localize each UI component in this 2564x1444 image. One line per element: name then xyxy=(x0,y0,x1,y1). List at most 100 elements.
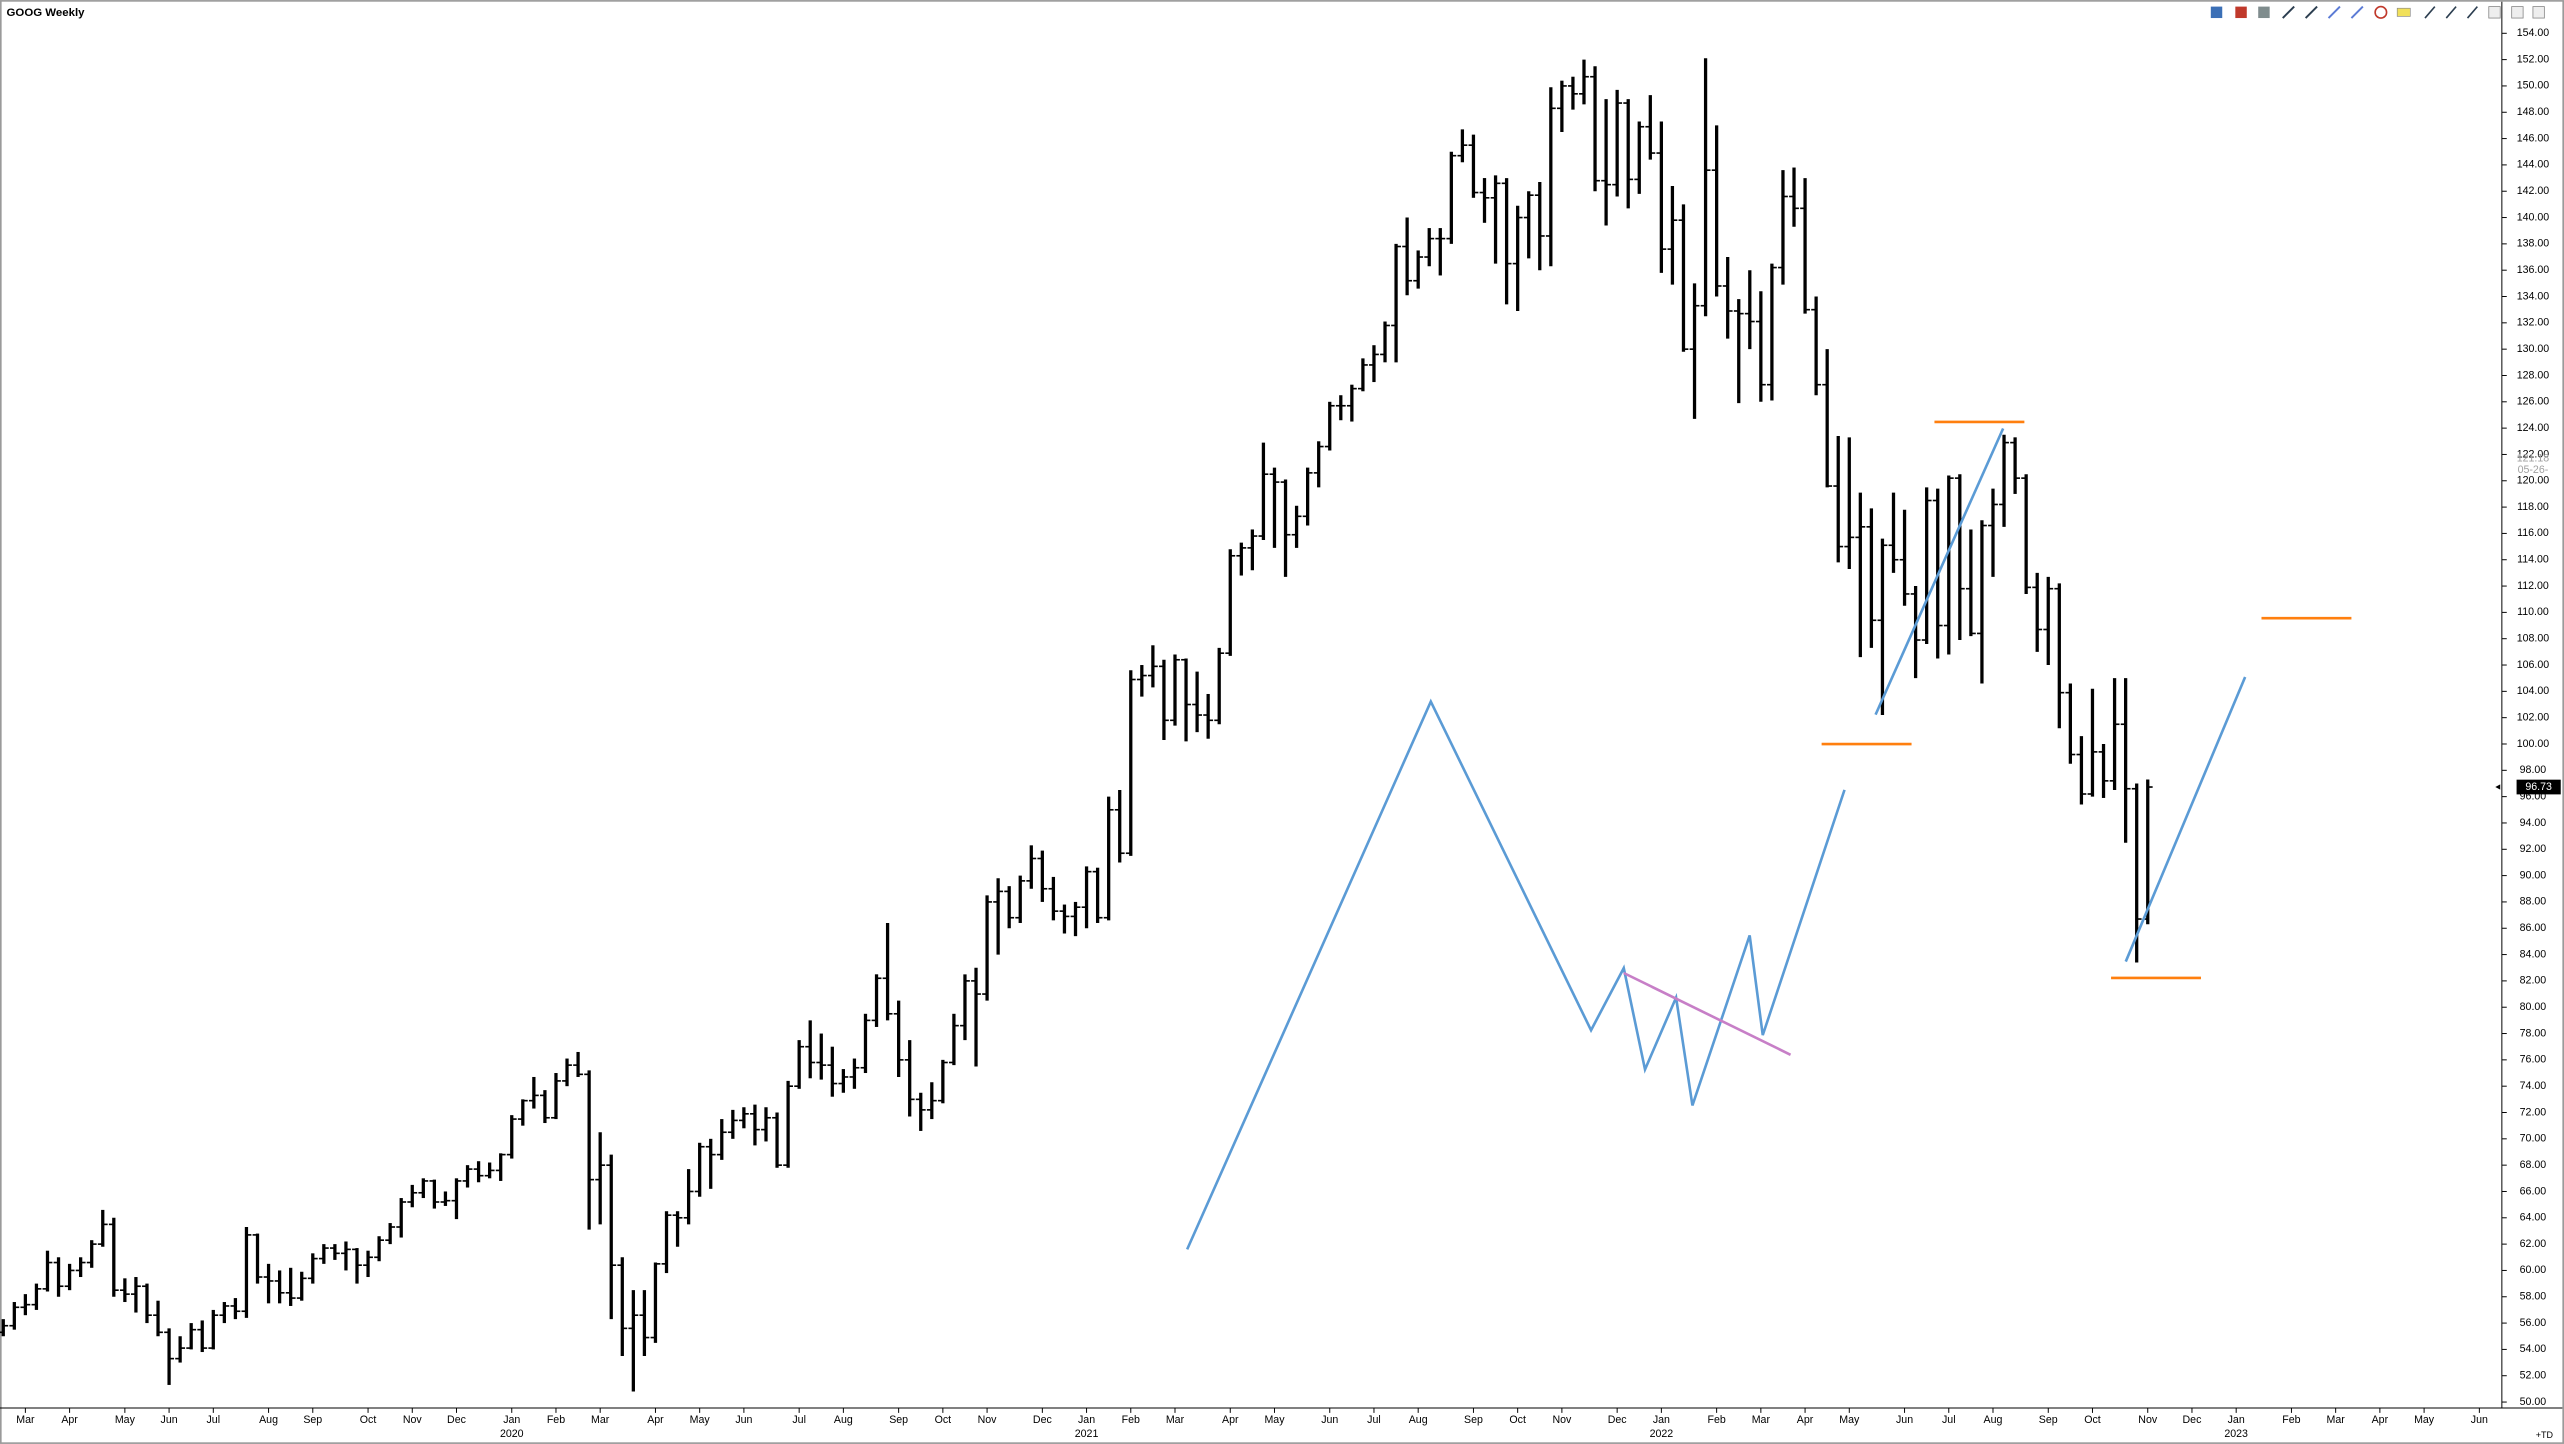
x-tick-label: Jul xyxy=(792,1414,806,1426)
y-tick-label: 130.00 xyxy=(2517,343,2550,355)
marker-price: 121.18 xyxy=(2517,453,2550,465)
y-tick-label: 108.00 xyxy=(2517,633,2550,645)
year-label: 2020 xyxy=(500,1428,524,1440)
y-tick-label: 72.00 xyxy=(2520,1106,2547,1118)
x-tick-label: May xyxy=(1839,1414,1860,1426)
x-tick-label: Nov xyxy=(978,1414,998,1426)
toolbar-icon[interactable] xyxy=(2466,6,2478,19)
x-tick-label: May xyxy=(690,1414,711,1426)
y-tick-label: 76.00 xyxy=(2520,1054,2547,1066)
x-tick-label: Dec xyxy=(447,1414,467,1426)
toolbar-icon[interactable] xyxy=(2424,6,2436,19)
x-tick-label: Jun xyxy=(1896,1414,1913,1426)
x-tick-label: Jun xyxy=(735,1414,752,1426)
x-tick-label: Jan xyxy=(2228,1414,2245,1426)
y-tick-label: 118.00 xyxy=(2517,501,2549,513)
toolbar-icon[interactable] xyxy=(2445,6,2457,19)
last-price-box xyxy=(2516,779,2561,795)
x-tick-label: Jun xyxy=(161,1414,178,1426)
toolbar-icon[interactable] xyxy=(2327,5,2341,19)
y-tick-label: 98.00 xyxy=(2520,764,2547,776)
x-tick-label: Oct xyxy=(1509,1414,1526,1426)
toolbar-icon[interactable] xyxy=(2258,6,2270,19)
price-bars xyxy=(0,58,2153,1392)
year-label: 2023 xyxy=(2224,1428,2248,1440)
x-tick-label: Oct xyxy=(360,1414,377,1426)
toolbar-icon[interactable] xyxy=(2532,6,2545,19)
y-tick-label: 114.00 xyxy=(2517,554,2549,566)
y-tick-label: 144.00 xyxy=(2517,159,2550,171)
x-tick-label: Aug xyxy=(1984,1414,2003,1426)
x-tick-label: Aug xyxy=(1409,1414,1428,1426)
y-tick-label: 116.00 xyxy=(2517,527,2549,539)
trend-drawing xyxy=(1874,427,2005,716)
toolbar-icon[interactable] xyxy=(2511,6,2524,19)
x-tick-label: Apr xyxy=(647,1414,664,1426)
y-tick-label: 78.00 xyxy=(2520,1027,2547,1039)
x-tick-label: Sep xyxy=(1464,1414,1483,1426)
x-tick-label: Feb xyxy=(547,1414,565,1426)
toolbar-icon[interactable] xyxy=(2235,6,2247,19)
x-tick-label: Jun xyxy=(2471,1414,2488,1426)
x-tick-label: Sep xyxy=(2039,1414,2058,1426)
y-tick-label: 132.00 xyxy=(2517,317,2550,329)
x-tick-label: Jul xyxy=(1942,1414,1956,1426)
y-tick-label: 56.00 xyxy=(2520,1317,2547,1329)
y-tick-label: 88.00 xyxy=(2520,896,2547,908)
x-tick-label: Jan xyxy=(503,1414,520,1426)
y-tick-label: 74.00 xyxy=(2520,1080,2547,1092)
x-tick-label: Dec xyxy=(1033,1414,1053,1426)
y-tick-label: 134.00 xyxy=(2517,290,2550,302)
x-tick-label: Nov xyxy=(2138,1414,2158,1426)
toolbar-icon[interactable] xyxy=(2350,5,2364,19)
y-tick-label: 138.00 xyxy=(2517,238,2550,250)
x-tick-label: May xyxy=(115,1414,136,1426)
x-tick-label: Jul xyxy=(1367,1414,1381,1426)
y-tick-label: 102.00 xyxy=(2517,711,2550,723)
x-tick-label: Aug xyxy=(259,1414,278,1426)
y-tick-label: 136.00 xyxy=(2517,264,2550,276)
y-tick-label: 54.00 xyxy=(2520,1343,2547,1355)
y-tick-label: 62.00 xyxy=(2520,1238,2547,1250)
toolbar-icon[interactable] xyxy=(2304,5,2318,19)
year-label: 2021 xyxy=(1075,1428,1099,1440)
y-tick-label: 68.00 xyxy=(2520,1159,2547,1171)
y-tick-label: 140.00 xyxy=(2517,211,2550,223)
x-tick-label: Mar xyxy=(591,1414,610,1426)
x-tick-label: Jan xyxy=(1078,1414,1095,1426)
y-tick-label: 104.00 xyxy=(2517,685,2550,697)
x-tick-label: Apr xyxy=(1222,1414,1239,1426)
y-tick-label: 112.00 xyxy=(2517,580,2549,592)
toolbar-icon[interactable] xyxy=(2282,5,2295,19)
y-tick-label: 86.00 xyxy=(2520,922,2547,934)
x-tick-label: Feb xyxy=(1122,1414,1140,1426)
drawings xyxy=(1185,420,2352,1250)
year-label: 2022 xyxy=(1650,1428,1674,1440)
y-tick-label: 70.00 xyxy=(2520,1133,2547,1145)
y-tick-label: 84.00 xyxy=(2520,948,2547,960)
y-tick-label: 122.00 xyxy=(2517,448,2550,460)
y-tick-label: 58.00 xyxy=(2520,1291,2547,1303)
x-tick-label: Mar xyxy=(2327,1414,2346,1426)
x-tick-label: Aug xyxy=(834,1414,853,1426)
toolbar-icon[interactable] xyxy=(2488,6,2501,19)
y-tick-label: 80.00 xyxy=(2520,1001,2547,1013)
x-tick-label: Mar xyxy=(16,1414,35,1426)
trend-drawing xyxy=(2124,676,2247,963)
corner-label: +TD xyxy=(2536,1430,2554,1440)
x-tick-label: Sep xyxy=(889,1414,908,1426)
y-tick-label: 146.00 xyxy=(2517,132,2550,144)
x-tick-label: May xyxy=(2414,1414,2435,1426)
toolbar-icon[interactable] xyxy=(2210,6,2223,19)
x-tick-label: Apr xyxy=(2372,1414,2389,1426)
toolbar-icon[interactable] xyxy=(2396,7,2411,17)
x-tick-label: Jun xyxy=(1321,1414,1338,1426)
y-tick-label: 52.00 xyxy=(2520,1370,2547,1382)
toolbar-icon[interactable] xyxy=(2374,5,2388,19)
y-tick-label: 100.00 xyxy=(2517,738,2550,750)
y-tick-label: 94.00 xyxy=(2520,817,2547,829)
x-tick-label: Apr xyxy=(61,1414,78,1426)
